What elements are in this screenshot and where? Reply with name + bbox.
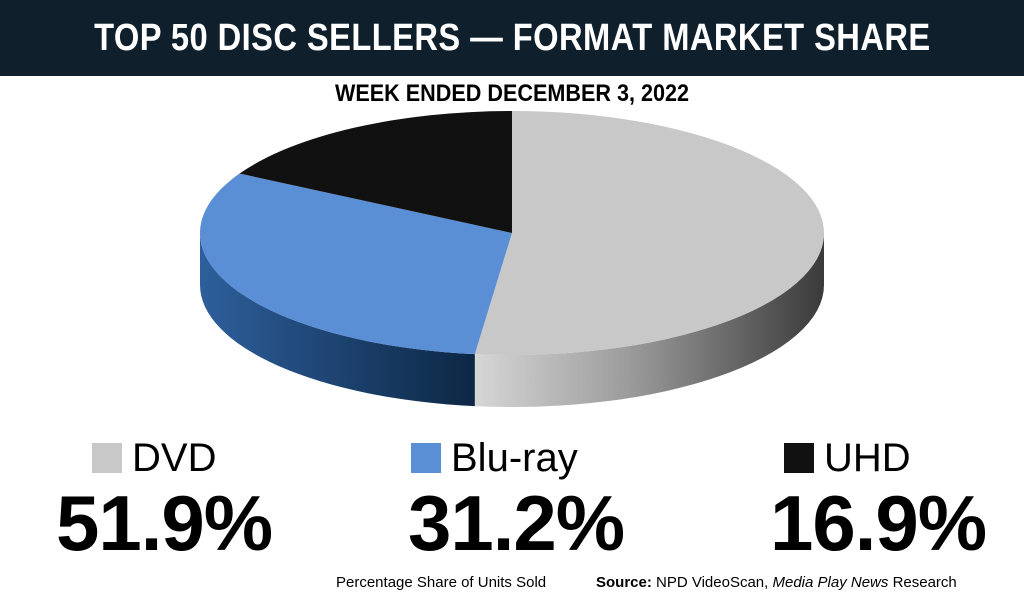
chart-title: TOP 50 DISC SELLERS — FORMAT MARKET SHAR… xyxy=(93,16,931,59)
legend-label-dvd: DVD xyxy=(132,435,217,480)
legend-swatch-bluray xyxy=(411,443,441,473)
legend-label-bluray: Blu-ray xyxy=(451,435,578,480)
legend-item-dvd: DVD xyxy=(92,435,217,480)
footer-note: Percentage Share of Units Sold xyxy=(336,574,547,591)
title-bar: TOP 50 DISC SELLERS — FORMAT MARKET SHAR… xyxy=(0,0,1024,76)
legend-label-uhd: UHD xyxy=(824,435,911,480)
footer-source-text: NPD VideoScan, xyxy=(656,574,769,591)
pie-slice-bluray xyxy=(199,173,512,355)
pie-side-bluray xyxy=(200,233,475,407)
legend-item-uhd: UHD xyxy=(784,435,911,480)
legend-swatch-dvd xyxy=(92,443,122,473)
footer-source-label: Source: xyxy=(596,574,652,591)
pie-slice-uhd xyxy=(239,111,512,233)
pct-dvd: 51.9% xyxy=(56,479,273,567)
pie-side-dvd xyxy=(474,233,825,407)
chart-subtitle: WEEK ENDED DECEMBER 3, 2022 xyxy=(334,80,690,107)
footer-source-pub: Media Play News xyxy=(772,574,889,591)
footer-source-tail: Research xyxy=(892,574,957,591)
pct-uhd: 16.9% xyxy=(770,479,987,567)
pie-slice-dvd xyxy=(474,111,825,355)
legend-swatch-uhd xyxy=(784,443,814,473)
footer-source: Source: NPD VideoScan, Media Play News R… xyxy=(596,574,957,591)
pct-bluray: 31.2% xyxy=(408,479,625,567)
legend-item-bluray: Blu-ray xyxy=(411,435,578,480)
